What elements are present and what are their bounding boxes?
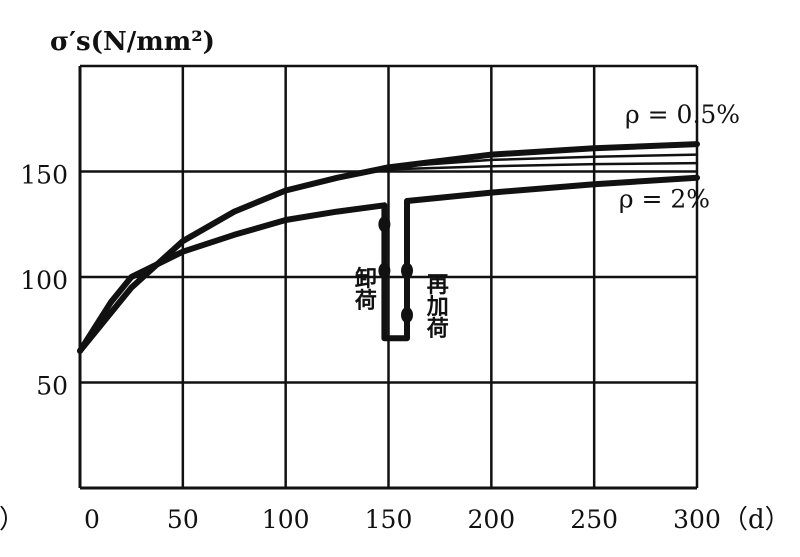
annotation: 卸荷 bbox=[351, 266, 377, 312]
annotations: ρ = 0.5% ρ = 2% 卸荷 再加荷 bbox=[351, 100, 740, 340]
x-tick-label: 250 bbox=[570, 505, 618, 534]
series-line-2 bbox=[387, 153, 699, 169]
x-tick-label: 0 bbox=[84, 505, 100, 534]
annotation: 再加荷 bbox=[423, 273, 450, 340]
x-tick-label: 100 bbox=[262, 505, 310, 534]
y-axis-label: σ′s(N/mm²) bbox=[50, 27, 215, 57]
y-tick-label: 100 bbox=[20, 266, 68, 295]
left-fragment-label: ．） bbox=[0, 505, 25, 535]
y-tick-label: 150 bbox=[20, 161, 68, 190]
grid bbox=[78, 64, 699, 490]
data-point bbox=[401, 262, 414, 279]
y-tick-label: 50 bbox=[36, 372, 68, 401]
series-lines bbox=[77, 141, 700, 354]
x-tick-label: 150 bbox=[365, 505, 413, 534]
data-point bbox=[401, 306, 414, 323]
x-tick-label: 200 bbox=[467, 505, 515, 534]
x-tick-label: 50 bbox=[167, 505, 199, 534]
annotation: ρ = 0.5% bbox=[625, 100, 740, 129]
markers bbox=[378, 216, 414, 323]
tick-labels: 0 50 100 150 200 250 300 50 100 150 bbox=[20, 161, 721, 535]
data-point bbox=[378, 262, 391, 279]
series-line-3 bbox=[387, 161, 699, 171]
series-line-1 bbox=[77, 174, 700, 354]
data-point bbox=[378, 216, 391, 233]
x-tick-label: 300 bbox=[673, 505, 721, 534]
x-axis-label: （d） bbox=[722, 505, 791, 535]
annotation: ρ = 2% bbox=[619, 184, 710, 213]
